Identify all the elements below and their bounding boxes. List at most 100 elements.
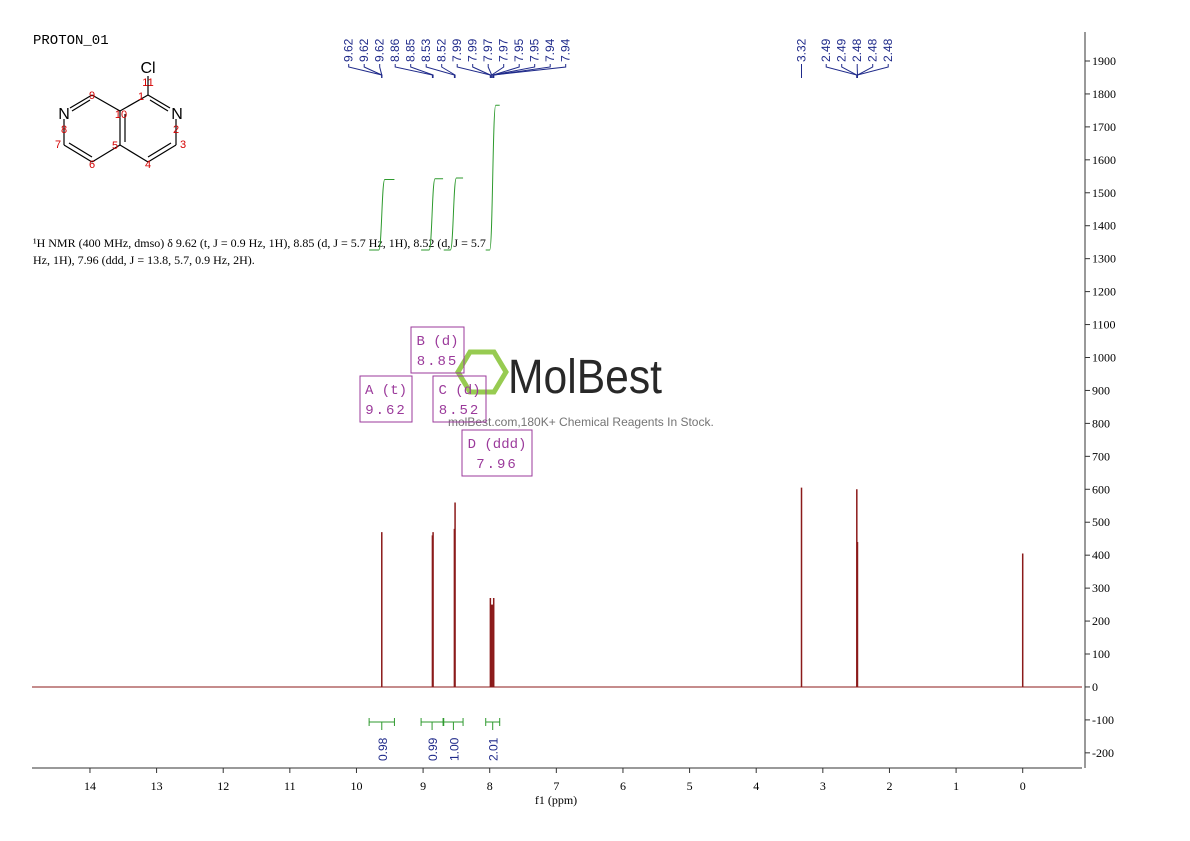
x-tick-label: 3 <box>820 779 826 793</box>
peak-pick-leader <box>410 64 434 78</box>
y-tick-label: 1400 <box>1092 219 1116 233</box>
y-tick-label: 700 <box>1092 449 1110 463</box>
peak-pick-label: 9.62 <box>342 38 356 62</box>
watermark: MolBest molBest.com,180K+ Chemical Reage… <box>448 349 714 429</box>
atom-number: 5 <box>112 140 118 152</box>
nmr-description: Hz, 1H), 7.96 (ddd, J = 13.8, 5.7, 0.9 H… <box>33 253 255 267</box>
y-tick-label: 1700 <box>1092 120 1116 134</box>
bond <box>91 94 121 112</box>
atom-number: 10 <box>115 109 127 121</box>
peak-pick-leader <box>856 64 889 78</box>
peak-pick-leader <box>379 64 383 78</box>
x-tick-label: 14 <box>84 779 96 793</box>
peak-pick-leader <box>441 64 456 78</box>
multiplet-shift: 7.96 <box>476 457 518 473</box>
spectrum-title: PROTON_01 <box>33 33 109 49</box>
atom-number: 2 <box>173 124 179 136</box>
y-tick-label: 1300 <box>1092 252 1116 266</box>
x-tick-label: 4 <box>753 779 759 793</box>
atom-number: 6 <box>89 159 95 171</box>
x-tick-label: 11 <box>284 779 296 793</box>
peak-pick-label: 2.48 <box>866 38 880 62</box>
peak-pick-leader <box>394 64 433 78</box>
multiplet-label: A (t) <box>365 383 407 399</box>
peak-pick-leader <box>493 64 567 78</box>
multiplet-label: B (d) <box>416 334 458 350</box>
y-tick-label: 1900 <box>1092 54 1116 68</box>
atom-label: N <box>58 106 70 123</box>
integral-curve <box>369 178 395 251</box>
y-tick-label: 900 <box>1092 383 1110 397</box>
x-tick-label: 13 <box>151 779 163 793</box>
nmr-description: ¹H NMR (400 MHz, dmso) δ 9.62 (t, J = 0.… <box>33 236 486 250</box>
atom-labels: Cl N N <box>58 60 183 123</box>
atom-number: 7 <box>55 139 61 151</box>
bond <box>147 94 171 109</box>
y-tick-label: 100 <box>1092 647 1110 661</box>
multiplet-box <box>359 375 413 423</box>
x-tick-label: 9 <box>420 779 426 793</box>
peak-pick-label: 3.32 <box>795 38 809 62</box>
peak-pick-leader <box>856 64 874 78</box>
bond <box>147 142 172 158</box>
structure <box>63 76 177 163</box>
multiplet-label: C (d) <box>438 383 480 399</box>
x-axis-label: f1 (ppm) <box>535 793 577 807</box>
x-tick-label: 0 <box>1020 779 1026 793</box>
bond <box>149 99 169 112</box>
peak-pick-label: 2.49 <box>819 38 833 62</box>
integral-label: 1.00 <box>447 737 461 761</box>
multiplet-label: D (ddd) <box>468 437 527 453</box>
multiplet-box <box>432 375 487 423</box>
multiplet-box <box>410 326 465 374</box>
y-tick-label: 500 <box>1092 515 1110 529</box>
bond <box>63 144 93 163</box>
y-tick-label: -100 <box>1092 713 1114 727</box>
y-tick-label: 1000 <box>1092 351 1116 365</box>
integral-label: 0.98 <box>376 737 390 761</box>
peak-pick-label: 7.95 <box>528 38 542 62</box>
bond <box>119 144 149 163</box>
atom-label: N <box>171 106 183 123</box>
peak-pick-label: 8.52 <box>435 38 449 62</box>
peak-pick-label: 7.95 <box>512 38 526 62</box>
peak-pick-label: 7.99 <box>466 38 480 62</box>
y-tick-label: 600 <box>1092 482 1110 496</box>
atom-number: 11 <box>142 77 153 89</box>
peak-pick-label: 2.49 <box>835 38 849 62</box>
y-tick-label: -200 <box>1092 746 1114 760</box>
multiplet-shift: 8.85 <box>417 354 459 370</box>
x-tick-label: 1 <box>953 779 959 793</box>
atom-number: 8 <box>61 124 67 136</box>
y-tick-label: 1600 <box>1092 153 1116 167</box>
bond <box>69 94 93 109</box>
y-tick-label: 400 <box>1092 548 1110 562</box>
peak-pick-leader <box>425 64 455 78</box>
peak-pick-label: 7.94 <box>543 38 557 62</box>
y-tick-label: 1100 <box>1092 318 1116 332</box>
atom-numbers: 1 2 3 4 5 6 7 8 9 10 11 <box>55 77 186 171</box>
peak-pick-label: 7.94 <box>559 38 573 62</box>
x-tick-label: 5 <box>687 779 693 793</box>
integral-curve <box>485 104 500 251</box>
y-tick-label: 800 <box>1092 416 1110 430</box>
multiplet-box <box>461 429 533 477</box>
peak-pick-label: 7.99 <box>450 38 464 62</box>
peak-pick-leader <box>472 64 491 78</box>
integral-label: 2.01 <box>487 737 501 761</box>
bond <box>68 142 93 158</box>
atom-number: 1 <box>138 91 144 103</box>
peak-pick-leader <box>841 64 858 78</box>
bond <box>71 99 91 112</box>
y-tick-label: 0 <box>1092 680 1098 694</box>
watermark-tagline: molBest.com,180K+ Chemical Reagents In S… <box>448 415 714 429</box>
y-tick-label: 200 <box>1092 614 1110 628</box>
x-tick-label: 2 <box>886 779 892 793</box>
atom-label: Cl <box>140 60 155 77</box>
multiplet-shift: 9.62 <box>365 403 407 419</box>
peak-pick-leader <box>492 64 536 78</box>
atom-number: 4 <box>145 159 151 171</box>
peak-pick-label: 8.85 <box>404 38 418 62</box>
x-tick-label: 12 <box>217 779 229 793</box>
peak-pick-label: 7.97 <box>497 38 511 62</box>
